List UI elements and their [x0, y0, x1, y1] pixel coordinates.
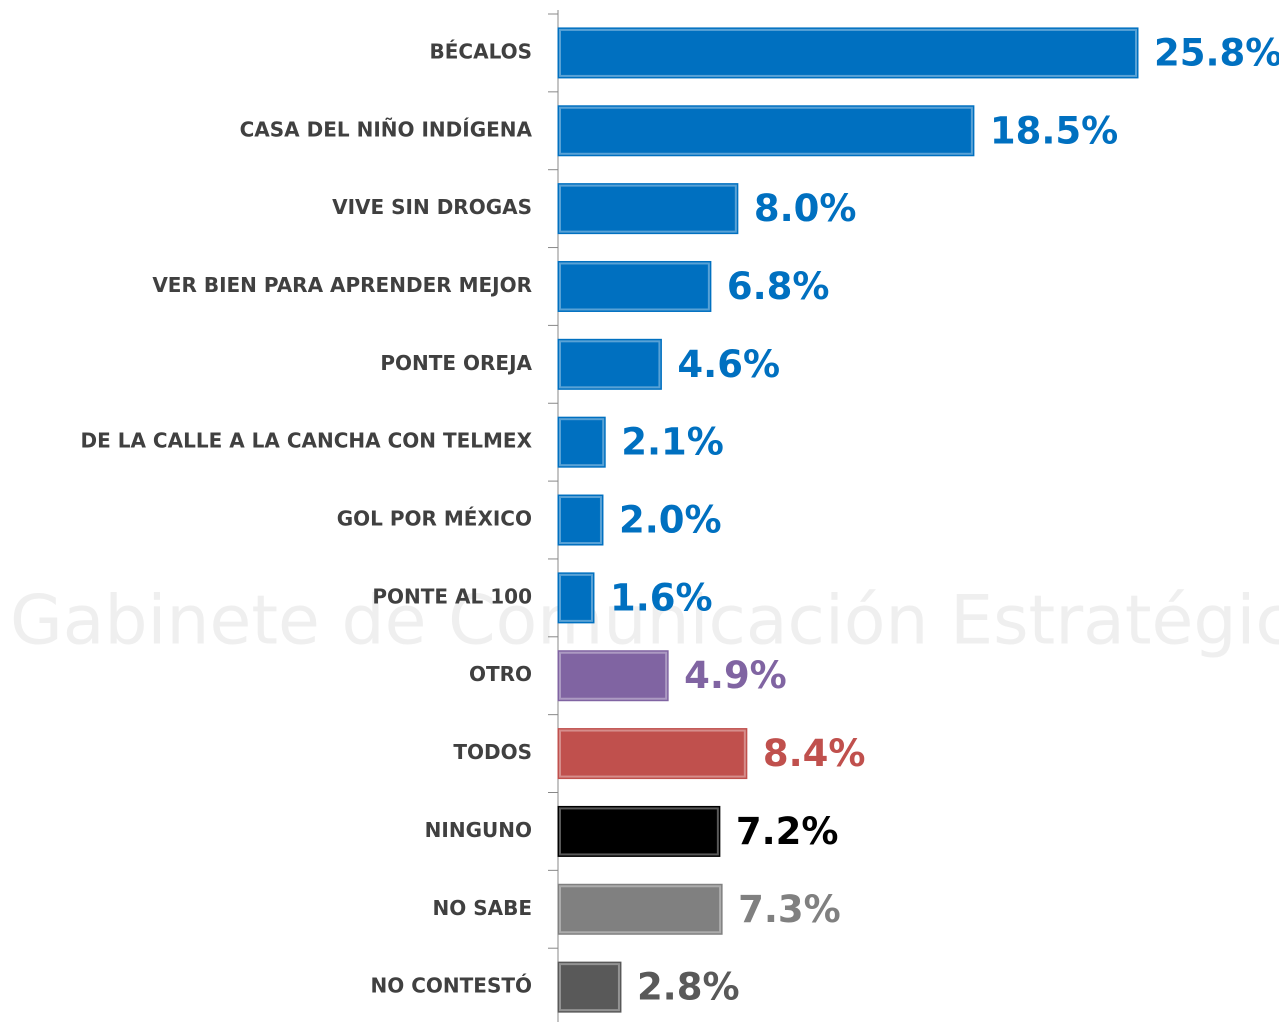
- bar-bevel: [559, 651, 668, 700]
- category-label: NO CONTESTÓ: [371, 974, 532, 998]
- bar: [557, 572, 595, 624]
- category-label: PONTE AL 100: [372, 584, 532, 608]
- watermark: Gabinete de Comunicación Estratégica: [10, 582, 1279, 661]
- bar-bevel: [559, 807, 719, 856]
- value-label: 2.0%: [619, 499, 722, 542]
- value-label: 7.3%: [738, 888, 841, 931]
- bar: [557, 883, 723, 935]
- bar: [557, 416, 606, 468]
- category-label: CASA DEL NIÑO INDÍGENA: [240, 117, 533, 141]
- value-label: 2.1%: [621, 421, 724, 464]
- value-label: 18.5%: [990, 109, 1118, 152]
- category-label: VER BIEN PARA APRENDER MEJOR: [152, 273, 532, 297]
- bar: [557, 494, 604, 546]
- bar: [557, 728, 748, 780]
- bar-bevel: [559, 418, 605, 467]
- value-label: 4.9%: [684, 654, 787, 697]
- category-label: BÉCALOS: [430, 39, 533, 63]
- value-label: 6.8%: [727, 265, 830, 308]
- bar-bevel: [559, 729, 746, 778]
- bar: [557, 961, 622, 1013]
- value-label: 7.2%: [736, 810, 839, 853]
- category-label: DE LA CALLE A LA CANCHA CON TELMEX: [81, 429, 533, 453]
- category-label: GOL POR MÉXICO: [337, 507, 532, 531]
- bar-bevel: [559, 184, 737, 233]
- category-label: PONTE OREJA: [380, 351, 532, 375]
- bar-bevel: [559, 573, 593, 622]
- category-label: NO SABE: [433, 896, 533, 920]
- bar-bevel: [559, 340, 661, 389]
- bar: [557, 338, 662, 390]
- bar: [557, 27, 1139, 79]
- bar: [557, 105, 975, 157]
- bar: [557, 183, 739, 235]
- category-label: OTRO: [469, 662, 532, 686]
- bar-bevel: [559, 28, 1137, 77]
- category-label: VIVE SIN DROGAS: [332, 195, 532, 219]
- value-label: 2.8%: [637, 966, 740, 1009]
- bar-bevel: [559, 106, 973, 155]
- value-label: 8.0%: [754, 187, 857, 230]
- value-label: 8.4%: [763, 732, 866, 775]
- category-label: NINGUNO: [425, 818, 532, 842]
- value-label: 1.6%: [610, 576, 713, 619]
- value-label: 25.8%: [1154, 31, 1279, 74]
- bar-bevel: [559, 262, 710, 311]
- bar-bevel: [559, 496, 602, 545]
- bar: [557, 260, 712, 312]
- category-label: TODOS: [453, 740, 532, 764]
- bar-bevel: [559, 885, 722, 934]
- bar: [557, 805, 721, 857]
- bar: [557, 650, 669, 702]
- bar-bevel: [559, 963, 620, 1012]
- value-label: 4.6%: [677, 343, 780, 386]
